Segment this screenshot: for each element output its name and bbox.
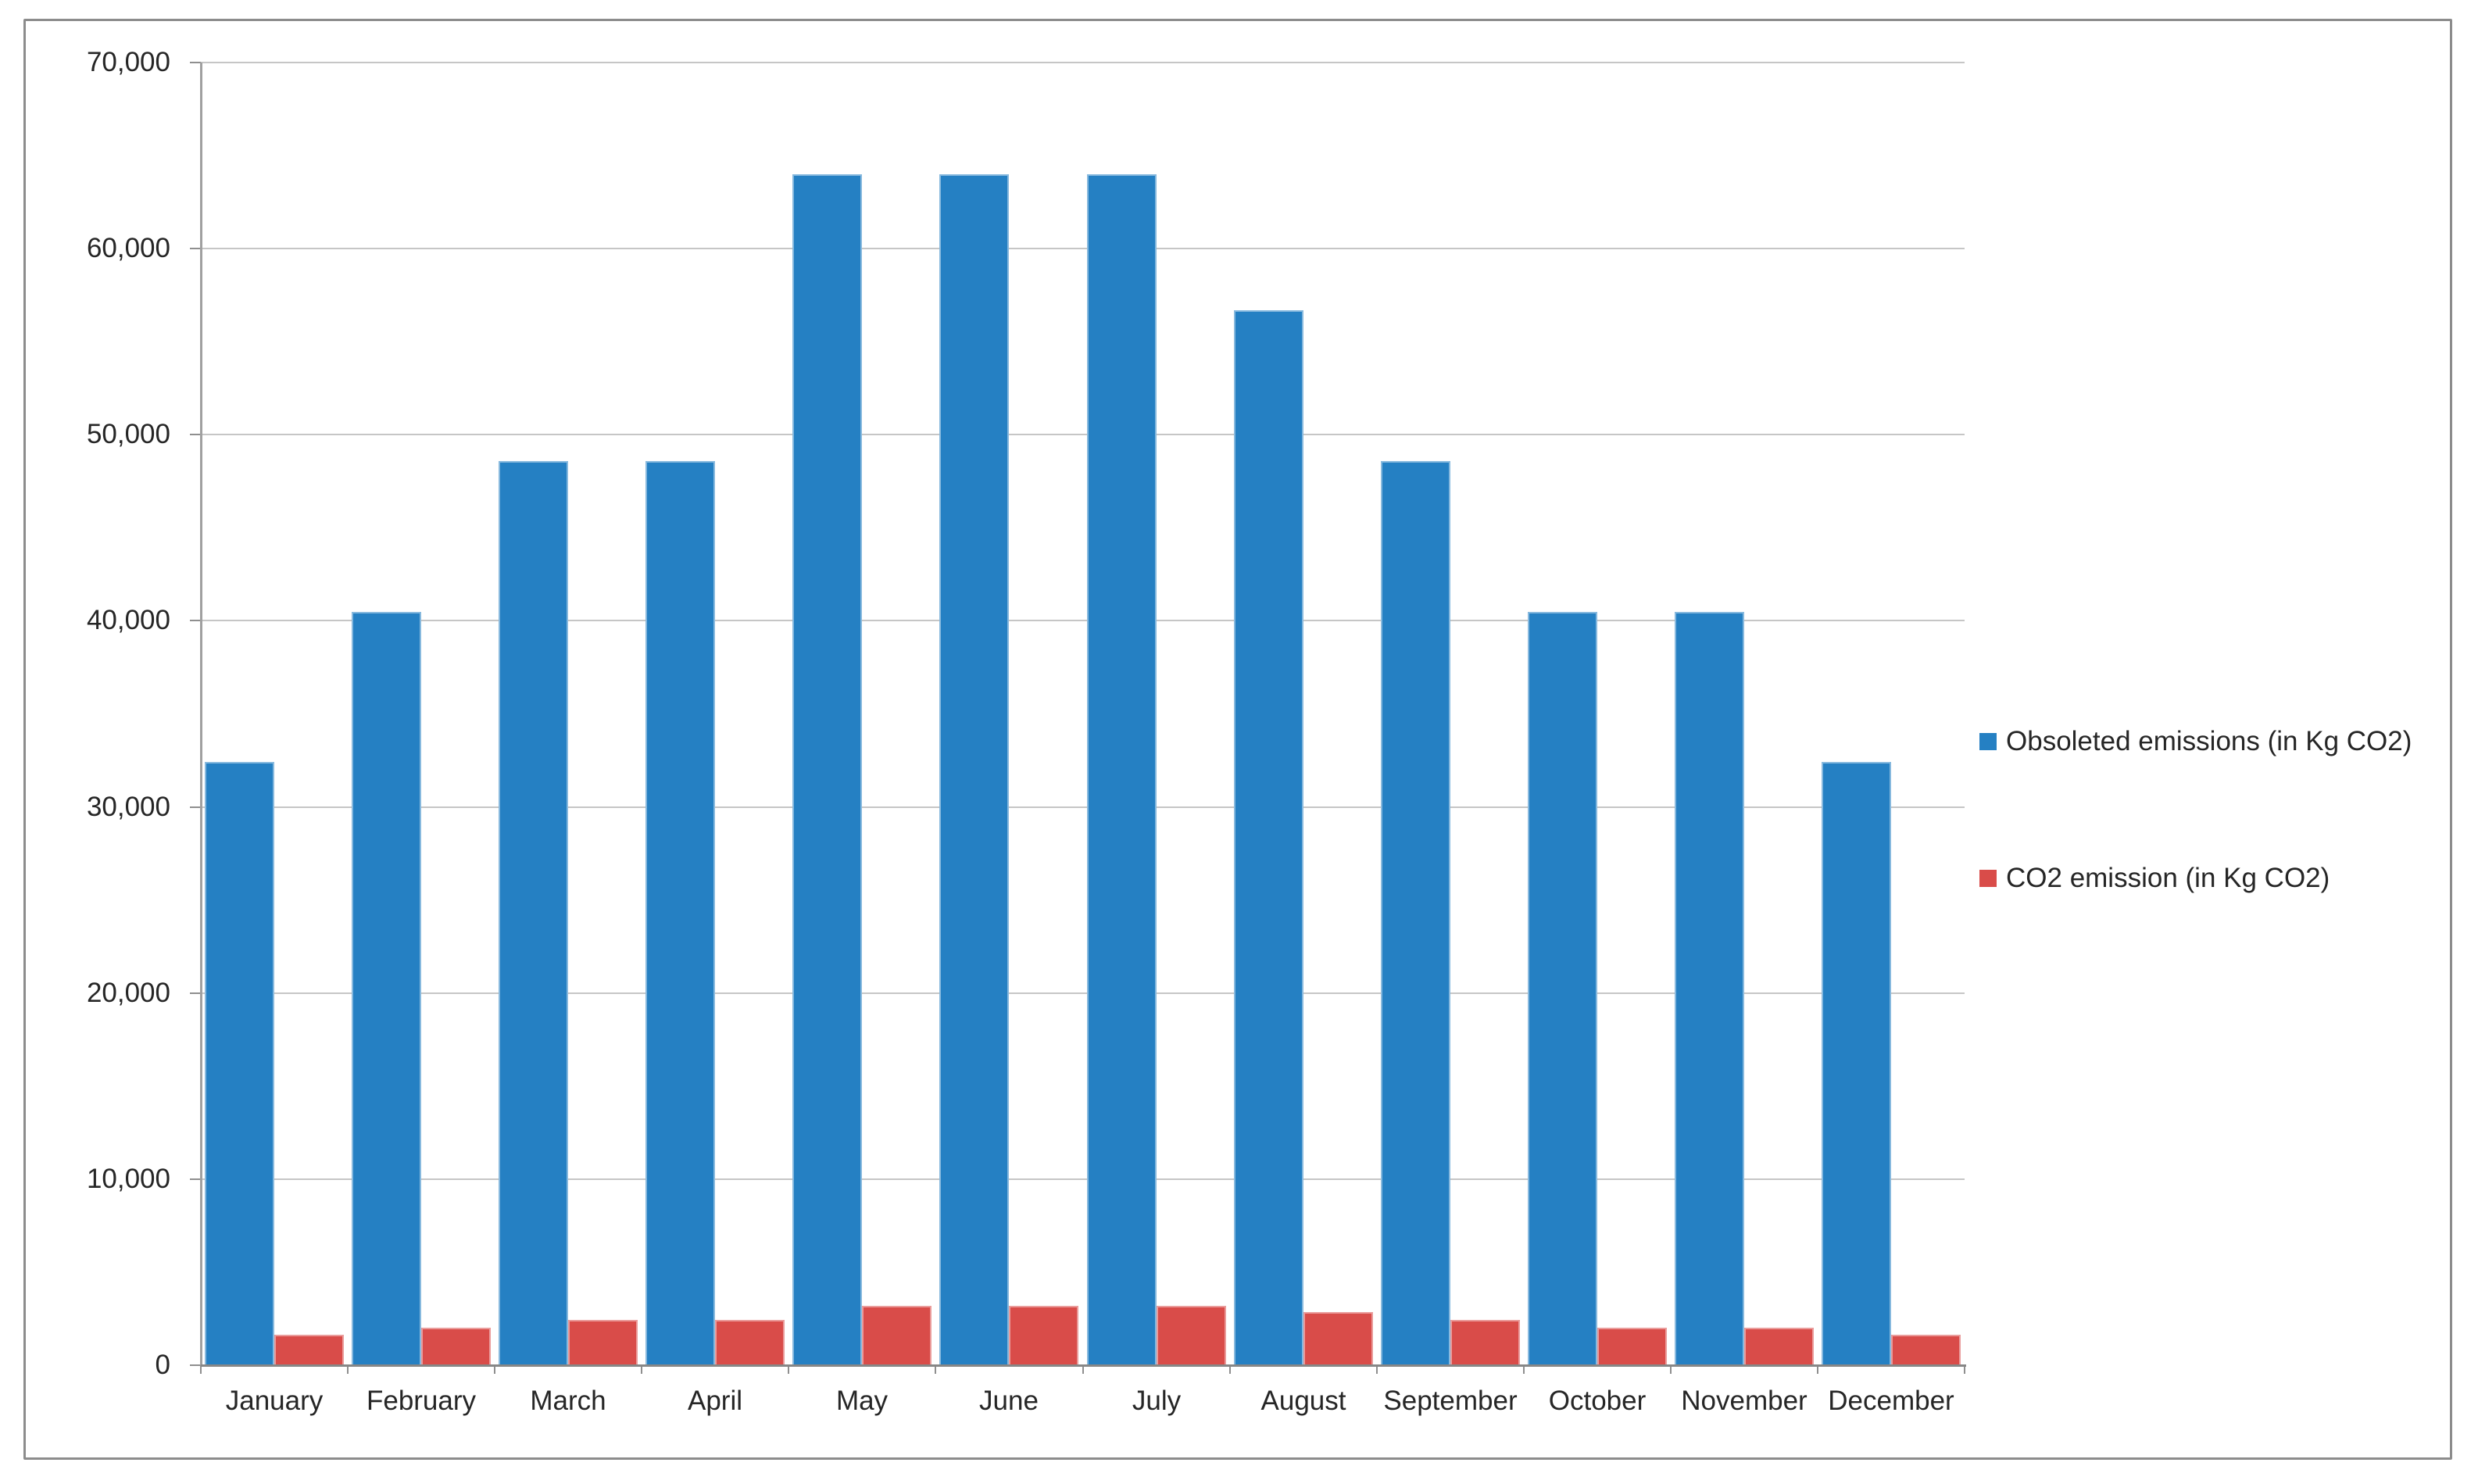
x-axis-tick xyxy=(494,1365,495,1374)
bar-co2-august xyxy=(1303,1312,1373,1365)
x-axis-tick xyxy=(1376,1365,1378,1374)
bar-co2-november xyxy=(1744,1328,1814,1365)
gridline xyxy=(201,806,1965,808)
x-axis-label-april: April xyxy=(687,1386,743,1416)
bar-co2-march xyxy=(568,1320,638,1365)
y-axis-label: 60,000 xyxy=(86,233,170,263)
bar-co2-january xyxy=(274,1335,344,1365)
bar-co2-october xyxy=(1597,1328,1667,1365)
x-axis-label-may: May xyxy=(835,1386,889,1416)
bar-obsoleted-july xyxy=(1087,174,1157,1365)
bar-obsoleted-january xyxy=(205,762,274,1365)
y-axis-label: 70,000 xyxy=(86,47,170,77)
y-axis-tick xyxy=(190,992,201,994)
bar-co2-december xyxy=(1891,1335,1961,1365)
y-axis-line xyxy=(200,63,202,1365)
x-axis-label-june: June xyxy=(979,1386,1039,1416)
x-axis-label-march: March xyxy=(530,1386,606,1416)
x-axis-tick xyxy=(1523,1365,1525,1374)
bar-obsoleted-september xyxy=(1381,461,1450,1365)
x-axis-tick xyxy=(641,1365,642,1374)
y-axis-tick xyxy=(190,1364,201,1366)
y-axis-label: 50,000 xyxy=(86,419,170,449)
y-axis-tick xyxy=(190,248,201,249)
x-axis-label-august: August xyxy=(1260,1386,1346,1416)
x-axis-tick xyxy=(347,1365,349,1374)
y-axis-tick xyxy=(190,1178,201,1180)
y-axis-tick xyxy=(190,62,201,63)
x-axis-label-november: November xyxy=(1681,1386,1808,1416)
x-axis-tick xyxy=(788,1365,789,1374)
x-axis-label-july: July xyxy=(1132,1386,1182,1416)
y-axis-label: 20,000 xyxy=(86,978,170,1008)
x-axis-tick xyxy=(1082,1365,1084,1374)
bar-co2-june xyxy=(1009,1306,1078,1365)
bar-obsoleted-april xyxy=(645,461,715,1365)
bar-co2-february xyxy=(421,1328,491,1365)
bar-obsoleted-june xyxy=(939,174,1009,1365)
bar-obsoleted-february xyxy=(352,612,421,1365)
x-axis-label-october: October xyxy=(1548,1386,1647,1416)
y-axis-label: 10,000 xyxy=(86,1164,170,1194)
x-axis-tick xyxy=(1229,1365,1231,1374)
x-axis-label-february: February xyxy=(366,1386,477,1416)
gridline xyxy=(201,62,1965,63)
gridline xyxy=(201,1178,1965,1180)
bar-obsoleted-october xyxy=(1528,612,1597,1365)
bar-obsoleted-december xyxy=(1822,762,1891,1365)
x-axis-label-september: September xyxy=(1383,1386,1518,1416)
bar-co2-may xyxy=(862,1306,931,1365)
bar-co2-september xyxy=(1450,1320,1520,1365)
x-axis-tick xyxy=(1817,1365,1818,1374)
x-axis-tick xyxy=(935,1365,936,1374)
bar-obsoleted-november xyxy=(1675,612,1744,1365)
y-axis-tick xyxy=(190,434,201,435)
bar-obsoleted-august xyxy=(1234,310,1303,1365)
x-axis-line xyxy=(201,1364,1966,1367)
bar-co2-july xyxy=(1157,1306,1226,1365)
y-axis-tick xyxy=(190,806,201,808)
y-axis-tick xyxy=(190,620,201,621)
x-axis-tick xyxy=(1964,1365,1965,1374)
bar-obsoleted-may xyxy=(792,174,862,1365)
gridline xyxy=(201,434,1965,435)
gridline xyxy=(201,620,1965,621)
gridline xyxy=(201,992,1965,994)
y-axis-label: 30,000 xyxy=(86,792,170,822)
x-axis-label-december: December xyxy=(1828,1386,1954,1416)
gridline xyxy=(201,248,1965,249)
x-axis-tick xyxy=(200,1365,202,1374)
x-axis-label-january: January xyxy=(225,1386,324,1416)
y-axis-label: 40,000 xyxy=(86,605,170,635)
y-axis-label: 0 xyxy=(155,1350,170,1380)
x-axis-tick xyxy=(1670,1365,1672,1374)
bar-co2-april xyxy=(715,1320,785,1365)
bar-obsoleted-march xyxy=(499,461,568,1365)
